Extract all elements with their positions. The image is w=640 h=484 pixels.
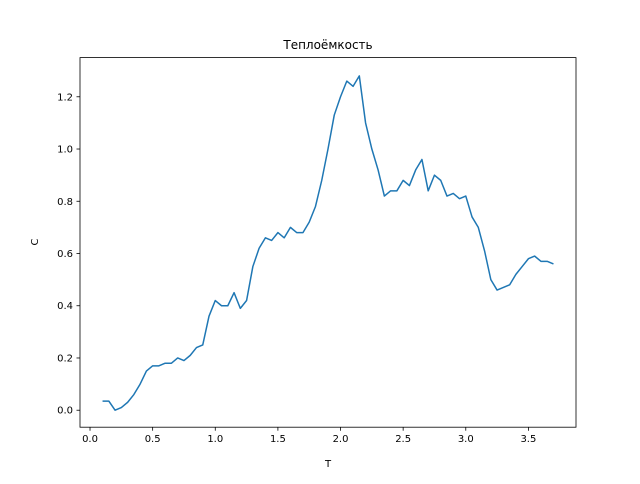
x-tick-label: 1.5 [270, 434, 286, 445]
y-tick-label: 0.8 [57, 197, 73, 208]
x-tick-label: 1.0 [207, 434, 223, 445]
x-tick-label: 3.0 [458, 434, 474, 445]
y-tick-label: 1.0 [57, 145, 73, 156]
y-axis-label: C [30, 238, 41, 245]
x-axis-label: T [324, 459, 332, 470]
x-tick-label: 2.0 [333, 434, 349, 445]
y-tick-label: 0.2 [57, 353, 73, 364]
x-tick-label: 0.0 [82, 434, 98, 445]
y-tick-label: 0.4 [57, 301, 73, 312]
data-line [102, 75, 554, 411]
chart-title: Теплоёмкость [282, 38, 372, 52]
y-tick-label: 0.6 [57, 249, 73, 260]
plot-frame [79, 57, 577, 428]
x-tick-label: 0.5 [145, 434, 161, 445]
y-tick-label: 1.2 [57, 92, 73, 103]
x-tick-label: 3.5 [520, 434, 536, 445]
x-tick-label: 2.5 [395, 434, 411, 445]
y-tick-label: 0.0 [57, 406, 73, 417]
